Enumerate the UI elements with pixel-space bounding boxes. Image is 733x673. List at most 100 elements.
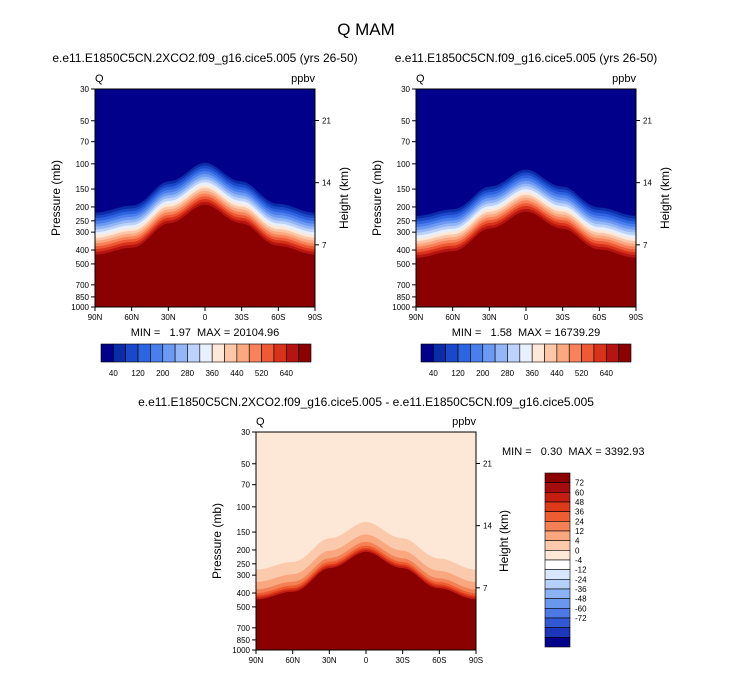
colorbar-box (544, 569, 571, 580)
colorbar-box (544, 511, 571, 522)
colorbar-box (544, 579, 571, 590)
y-tick-label: 400 (397, 246, 411, 255)
colorbar-box (544, 598, 571, 609)
colorbar-box (211, 343, 225, 363)
colorbar-label: 120 (131, 369, 145, 378)
x-tick-label: 60S (432, 656, 446, 665)
colorbar-box (236, 343, 250, 363)
y-tick-label: 400 (76, 246, 90, 255)
x-tick-label: 30N (161, 313, 176, 322)
colorbar-box (544, 521, 571, 532)
y-tick-label: 700 (237, 624, 251, 633)
panel-1-x-ticks: 90N 60N 30N 0 30S 60S 90S (88, 307, 322, 322)
panel-1-plot-area (95, 89, 315, 307)
x-tick-label: 30S (556, 313, 570, 322)
colorbar-label: -36 (575, 585, 587, 594)
colorbar-box (531, 343, 545, 363)
colorbar-box (544, 501, 571, 512)
y-tick-label: 200 (397, 203, 411, 212)
panel-1-right-label: ppbv (291, 73, 315, 85)
x-tick-label: 0 (524, 313, 529, 322)
colorbar-box (174, 343, 188, 363)
y-tick-label: 1000 (232, 646, 250, 655)
y-right-tick-label: 21 (483, 459, 492, 468)
colorbar-box (298, 343, 312, 363)
x-tick-label: 60N (285, 656, 300, 665)
colorbar-box (199, 343, 213, 363)
colorbar-label: 200 (156, 369, 170, 378)
y-tick-label: 100 (76, 160, 90, 169)
panel-3-ylabel: Pressure (mb) (210, 503, 224, 579)
y-right-tick-label: 7 (483, 584, 488, 593)
panel-2-ylabel: Pressure (mb) (370, 160, 384, 236)
y-tick-label: 200 (76, 203, 90, 212)
contour-band (416, 211, 636, 307)
colorbar-box (187, 343, 201, 363)
y-tick-label: 50 (241, 460, 250, 469)
panel-3-right-label: ppbv (452, 416, 476, 428)
panel-3-contours (256, 522, 476, 650)
panel-2-stats: MIN = 1.58 MAX = 16739.29 (452, 327, 601, 339)
y-tick-label: 250 (76, 217, 90, 226)
colorbar-label: 24 (575, 517, 584, 526)
colorbar-box (113, 343, 127, 363)
y-right-tick-label: 7 (643, 241, 648, 250)
colorbar-box (544, 472, 571, 483)
panel-1-ylabel-right: Height (km) (337, 167, 351, 229)
colorbar-label: 640 (280, 369, 294, 378)
colorbar-label: 200 (476, 369, 490, 378)
panel-2-x-ticks: 90N 60N 30N 0 30S 60S 90S (409, 307, 643, 322)
colorbar-box (137, 343, 151, 363)
x-tick-label: 30S (235, 313, 249, 322)
panel-2-colorbar: 40 120 200 280 360 440 520 640 (420, 343, 632, 378)
panel-1-y-right-ticks: 21 14 7 (315, 116, 331, 250)
colorbar-box (568, 343, 582, 363)
colorbar-box (494, 343, 508, 363)
y-tick-label: 500 (397, 260, 411, 269)
colorbar-box (150, 343, 164, 363)
x-tick-label: 60N (445, 313, 460, 322)
panel-3-left-label: Q (256, 416, 265, 428)
colorbar-box (544, 627, 571, 638)
colorbar-box (618, 343, 632, 363)
y-tick-label: 50 (80, 117, 89, 126)
panel-3-plot-area (256, 432, 476, 650)
colorbar-label: -72 (575, 614, 587, 623)
colorbar-box (544, 608, 571, 619)
y-tick-label: 250 (397, 217, 411, 226)
colorbar-box (544, 559, 571, 570)
contour-band (95, 204, 315, 307)
colorbar-label: 520 (255, 369, 269, 378)
colorbar-box (544, 482, 571, 493)
y-tick-label: 30 (80, 85, 89, 94)
x-tick-label: 90S (629, 313, 643, 322)
colorbar-box (261, 343, 275, 363)
y-right-tick-label: 14 (483, 522, 492, 531)
panel-2-y-right-ticks: 21 14 7 (636, 116, 652, 250)
colorbar-label: 440 (550, 369, 564, 378)
colorbar-box (482, 343, 496, 363)
colorbar-box (420, 343, 434, 363)
x-tick-label: 90N (88, 313, 103, 322)
y-tick-label: 70 (241, 481, 250, 490)
panel-3-x-ticks: 90N 60N 30N 0 30S 60S 90S (249, 650, 483, 665)
colorbar-label: -24 (575, 575, 587, 584)
panel-1-title: e.e11.E1850C5CN.2XCO2.f09_g16.cice5.005 … (52, 51, 357, 65)
y-tick-label: 30 (241, 428, 250, 437)
colorbar-box (285, 343, 299, 363)
x-tick-label: 90N (409, 313, 424, 322)
panel-2: e.e11.E1850C5CN.f09_g16.cice5.005 (yrs 2… (370, 51, 672, 378)
panel-2-left-label: Q (416, 73, 425, 85)
colorbar-box (544, 492, 571, 503)
colorbar-box (544, 540, 571, 551)
y-tick-label: 850 (397, 293, 411, 302)
colorbar-label: 60 (575, 488, 584, 497)
colorbar-label: 360 (205, 369, 219, 378)
y-tick-label: 300 (237, 571, 251, 580)
colorbar-label: 0 (575, 546, 580, 555)
colorbar-box (544, 550, 571, 561)
colorbar-box (100, 343, 114, 363)
y-tick-label: 500 (237, 603, 251, 612)
colorbar-label: 440 (230, 369, 244, 378)
y-tick-label: 150 (237, 528, 251, 537)
